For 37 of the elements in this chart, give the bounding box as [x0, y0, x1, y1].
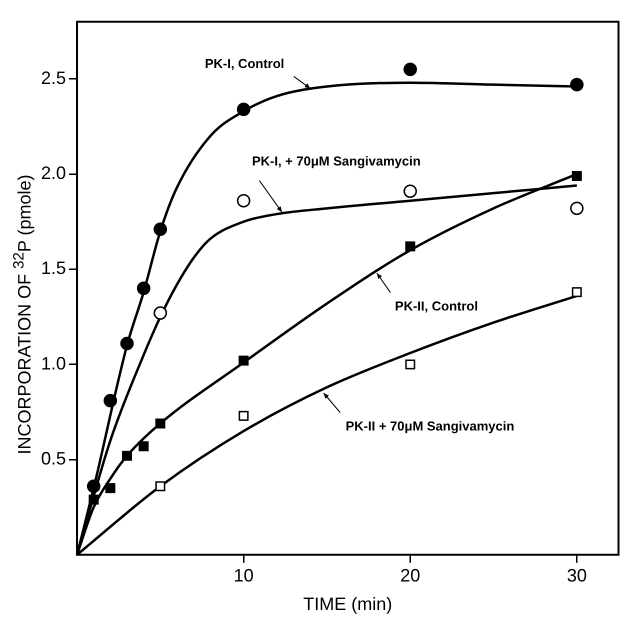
y-tick-label: 2.5 — [40, 68, 66, 88]
point — [104, 394, 118, 408]
annotation: PK-I, + 70μM Sangivamycin — [252, 154, 421, 169]
point — [154, 306, 168, 320]
annotation: PK-II, Control — [394, 298, 478, 314]
y-tick-label: 1.5 — [40, 258, 66, 278]
point — [238, 356, 249, 366]
annotation: PK-I, Control — [204, 56, 284, 72]
point — [236, 102, 250, 116]
point — [405, 241, 416, 252]
point — [138, 441, 149, 452]
point — [238, 410, 249, 421]
point — [570, 78, 584, 92]
point — [136, 282, 150, 296]
point — [86, 480, 100, 494]
point — [570, 202, 584, 216]
point — [155, 418, 166, 428]
x-tick-label: 30 — [566, 566, 587, 586]
point — [155, 481, 166, 492]
x-axis-title: TIME (min) — [303, 594, 392, 614]
y-tick-label: 2.0 — [40, 163, 66, 184]
point — [405, 359, 416, 370]
annotation: PK-II + 70μM Sangivamycin — [346, 418, 514, 434]
point — [122, 450, 132, 461]
x-tick-label: 10 — [234, 566, 254, 586]
x-tick-label: 20 — [400, 566, 420, 586]
point — [572, 287, 582, 298]
point — [236, 194, 250, 208]
point — [120, 336, 134, 350]
point — [572, 170, 582, 181]
y-tick-label: 1.0 — [40, 353, 66, 374]
point — [88, 494, 99, 505]
point — [403, 184, 417, 198]
point — [154, 222, 168, 236]
y-tick-label: 0.5 — [40, 448, 66, 469]
point — [403, 62, 417, 76]
point — [105, 483, 116, 494]
